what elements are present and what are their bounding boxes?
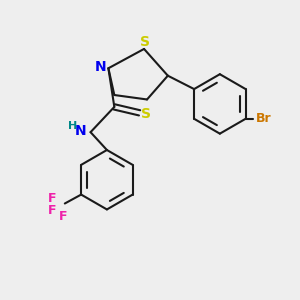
Text: F: F [59, 210, 68, 224]
Text: S: S [141, 107, 151, 121]
Text: H: H [68, 121, 77, 131]
Text: Br: Br [256, 112, 272, 125]
Text: F: F [48, 192, 57, 205]
Text: F: F [48, 203, 57, 217]
Text: S: S [140, 35, 150, 50]
Text: N: N [75, 124, 87, 138]
Text: N: N [94, 60, 106, 74]
